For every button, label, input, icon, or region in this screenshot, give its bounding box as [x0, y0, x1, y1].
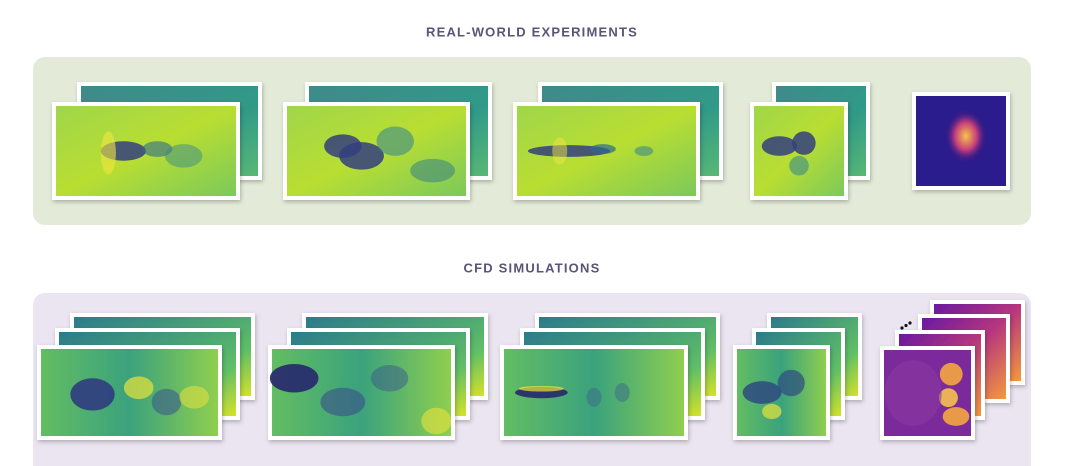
- flow-feature: [70, 378, 115, 411]
- section-title: REAL-WORLD EXPERIMENTS: [426, 24, 638, 39]
- field-image: [733, 345, 830, 440]
- flow-feature: [777, 369, 805, 397]
- flow-feature: [339, 142, 384, 170]
- field-image: [880, 346, 975, 440]
- section-title: CFD SIMULATIONS: [464, 260, 601, 275]
- flow-feature: [884, 360, 942, 426]
- field-image: [37, 345, 222, 440]
- image-field: [272, 349, 451, 436]
- field-image: [283, 102, 470, 200]
- flow-feature: [164, 144, 203, 168]
- field-image: [750, 102, 848, 200]
- field-image: [912, 92, 1010, 190]
- flow-feature: [552, 137, 568, 165]
- flow-feature: [179, 385, 210, 409]
- flow-feature: [944, 108, 988, 164]
- field-image: [268, 345, 455, 440]
- flow-feature: [269, 364, 319, 393]
- field-image: [52, 102, 240, 200]
- frames: [37, 82, 1025, 440]
- flow-feature: [789, 155, 809, 176]
- field-image: [513, 102, 700, 200]
- flow-feature: [742, 381, 782, 404]
- flow-feature: [421, 407, 452, 435]
- flow-feature: [100, 131, 116, 175]
- flow-feature: [518, 385, 564, 392]
- flow-feature: [761, 136, 798, 156]
- flow-feature: [370, 364, 409, 392]
- flow-feature: [614, 383, 630, 402]
- flow-feature: [938, 388, 958, 408]
- flow-feature: [410, 158, 456, 183]
- flow-feature: [942, 407, 970, 426]
- flow-feature: [320, 387, 366, 417]
- flow-feature: [634, 146, 654, 156]
- flow-feature: [123, 376, 154, 400]
- flow-feature: [792, 131, 816, 155]
- flow-feature: [939, 362, 963, 386]
- flow-feature: [527, 145, 611, 157]
- flow-feature: [376, 126, 414, 156]
- ellipsis: [900, 321, 912, 330]
- flow-feature: [762, 403, 782, 420]
- flow-feature: [586, 387, 602, 407]
- flow-feature: [142, 141, 173, 157]
- flow-feature: [589, 144, 616, 154]
- field-image: [500, 345, 688, 440]
- flow-feature: [151, 388, 182, 416]
